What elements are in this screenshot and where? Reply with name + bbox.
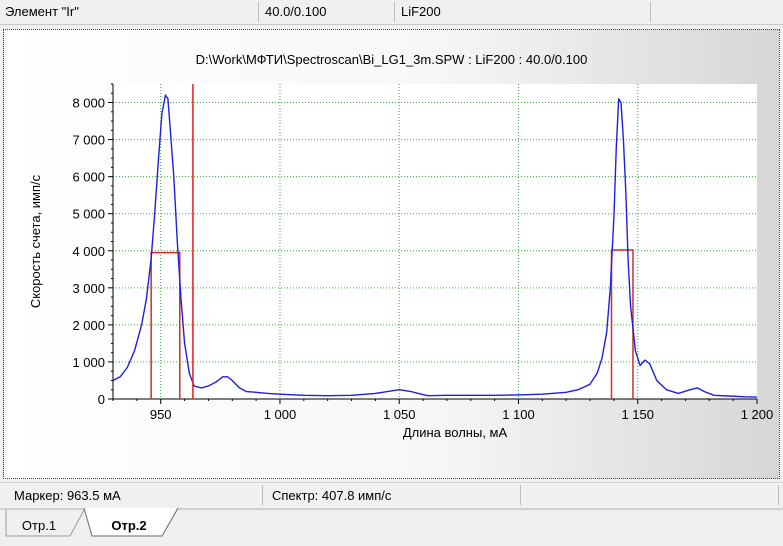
info-separator: [258, 2, 259, 22]
tab-otr-1[interactable]: Отр.1: [8, 514, 70, 540]
tab-label: Отр.2: [111, 518, 147, 533]
y-tick-label: 4 000: [72, 244, 105, 259]
x-axis-label: Длина волны, мА: [403, 425, 508, 440]
marker-readout: Маркер: 963.5 мА: [14, 488, 121, 503]
tab-otr-2[interactable]: Отр.2: [96, 514, 162, 540]
x-tick-label: 1 050: [383, 407, 416, 422]
plot-area[interactable]: [113, 84, 757, 399]
element-label: Элемент "Ir": [5, 4, 79, 19]
info-separator: [650, 2, 651, 22]
y-tick-label: 0: [98, 392, 105, 407]
crystal-label: LiF200: [401, 4, 441, 19]
info-separator: [394, 2, 395, 22]
chart-title: D:\Work\МФТИ\Spectroscan\Bi_LG1_3m.SPW :…: [195, 52, 588, 67]
x-tick-label: 1 150: [621, 407, 654, 422]
tab-strip: Отр.1 Отр.2: [0, 508, 783, 546]
tab-outline-2: [83, 508, 179, 537]
y-tick-label: 8 000: [72, 96, 105, 111]
y-tick-label: 6 000: [72, 170, 105, 185]
x-tick-label: 950: [150, 407, 172, 422]
status-separator: [778, 485, 779, 505]
status-separator: [262, 485, 263, 505]
status-bar: Маркер: 963.5 мА Спектр: 407.8 имп/с: [0, 482, 783, 507]
x-tick-label: 1 200: [741, 407, 774, 422]
axes: 0 1 000 2 000 3 000 4 000 5 000 6 000 7 000 8 00…: [72, 83, 774, 422]
position-value: 40.0/0.100: [265, 4, 327, 19]
y-tick-label: 2 000: [72, 318, 105, 333]
tab-strip-outline: [0, 508, 783, 537]
y-tick-label: 1 000: [72, 355, 105, 370]
status-separator: [520, 485, 521, 505]
x-tick-label: 1 000: [264, 407, 297, 422]
y-tick-label: 7 000: [72, 133, 105, 148]
x-tick-label: 1 100: [502, 407, 535, 422]
spectrum-line: [112, 94, 758, 398]
tab-outline-1: [5, 509, 85, 537]
grid: [113, 84, 757, 399]
y-axis-label: Скорость счета, имп/с: [28, 174, 43, 308]
y-tick-label: 5 000: [72, 207, 105, 222]
integration-window: [150, 251, 181, 399]
series: [112, 94, 758, 398]
spectrum-readout: Спектр: 407.8 имп/с: [272, 488, 392, 503]
y-tick-label: 3 000: [72, 281, 105, 296]
tab-label: Отр.1: [21, 518, 57, 533]
info-bar: Элемент "Ir" 40.0/0.100 LiF200: [0, 0, 783, 25]
